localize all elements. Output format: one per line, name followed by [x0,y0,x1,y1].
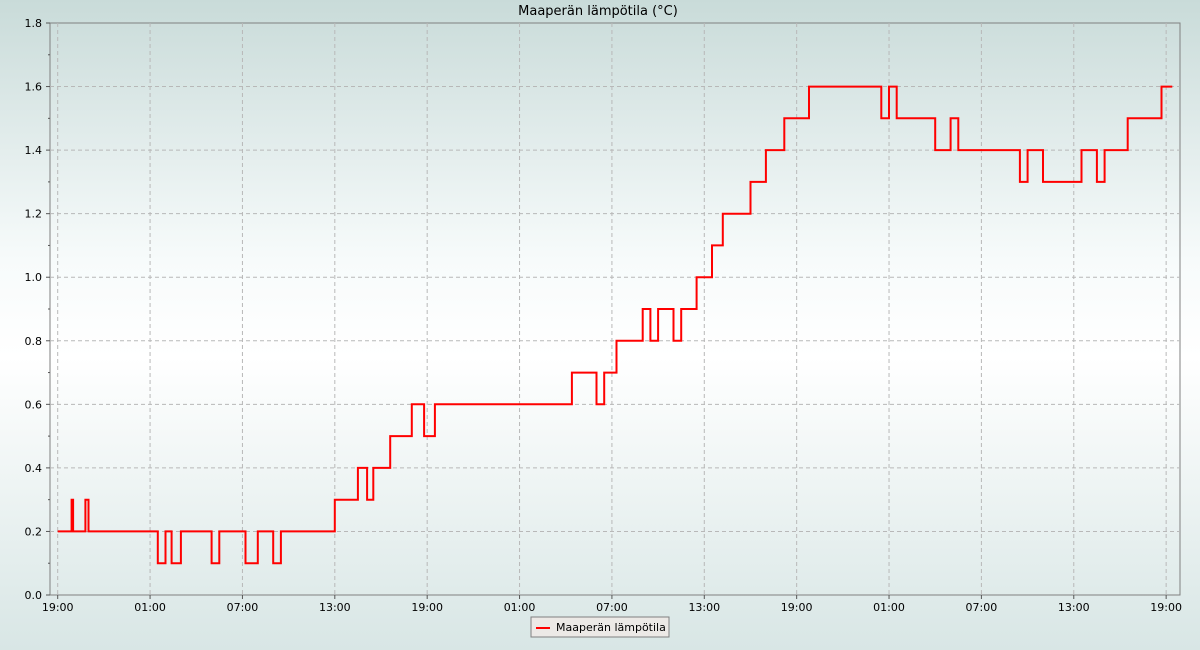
legend-label: Maaperän lämpötila [556,621,666,634]
x-tick-label: 13:00 [319,601,351,614]
x-tick-label: 19:00 [42,601,74,614]
y-tick-label: 1.0 [25,271,43,284]
x-tick-label: 07:00 [227,601,259,614]
y-tick-label: 1.4 [25,144,43,157]
x-tick-label: 07:00 [966,601,998,614]
legend[interactable]: Maaperän lämpötila [530,616,670,638]
y-tick-label: 0.8 [25,335,43,348]
x-tick-label: 19:00 [1150,601,1182,614]
y-tick-label: 0.2 [25,525,43,538]
x-gridlines [57,23,1167,595]
legend-box [530,616,670,638]
x-tick-label: 13:00 [1058,601,1090,614]
y-gridlines [50,86,1180,532]
y-tick-label: 0.0 [25,589,43,602]
x-tick-label: 07:00 [596,601,628,614]
chart-title: Maaperän lämpötila (°C) [518,4,678,19]
y-tick-label: 0.4 [25,462,43,475]
y-axis-ticks: 0.0 0.2 0.4 0.6 0.8 1.0 1.2 1.4 1.6 1.8 [25,17,50,602]
x-tick-label: 01:00 [873,601,905,614]
y-tick-label: 1.8 [25,17,43,30]
x-tick-label: 19:00 [781,601,813,614]
y-tick-label: 0.6 [25,398,43,411]
series-line [57,85,1173,565]
y-tick-label: 1.2 [25,208,43,221]
y-tick-label: 1.6 [25,81,43,94]
plot-frame [49,22,1181,596]
x-tick-label: 01:00 [134,601,166,614]
series-group [57,85,1173,565]
x-axis-ticks: 19:00 01:00 07:00 13:00 19:00 01:00 07:00 13:00… [42,595,1182,614]
x-tick-label: 19:00 [411,601,443,614]
x-tick-label: 13:00 [688,601,720,614]
x-tick-label: 01:00 [504,601,536,614]
